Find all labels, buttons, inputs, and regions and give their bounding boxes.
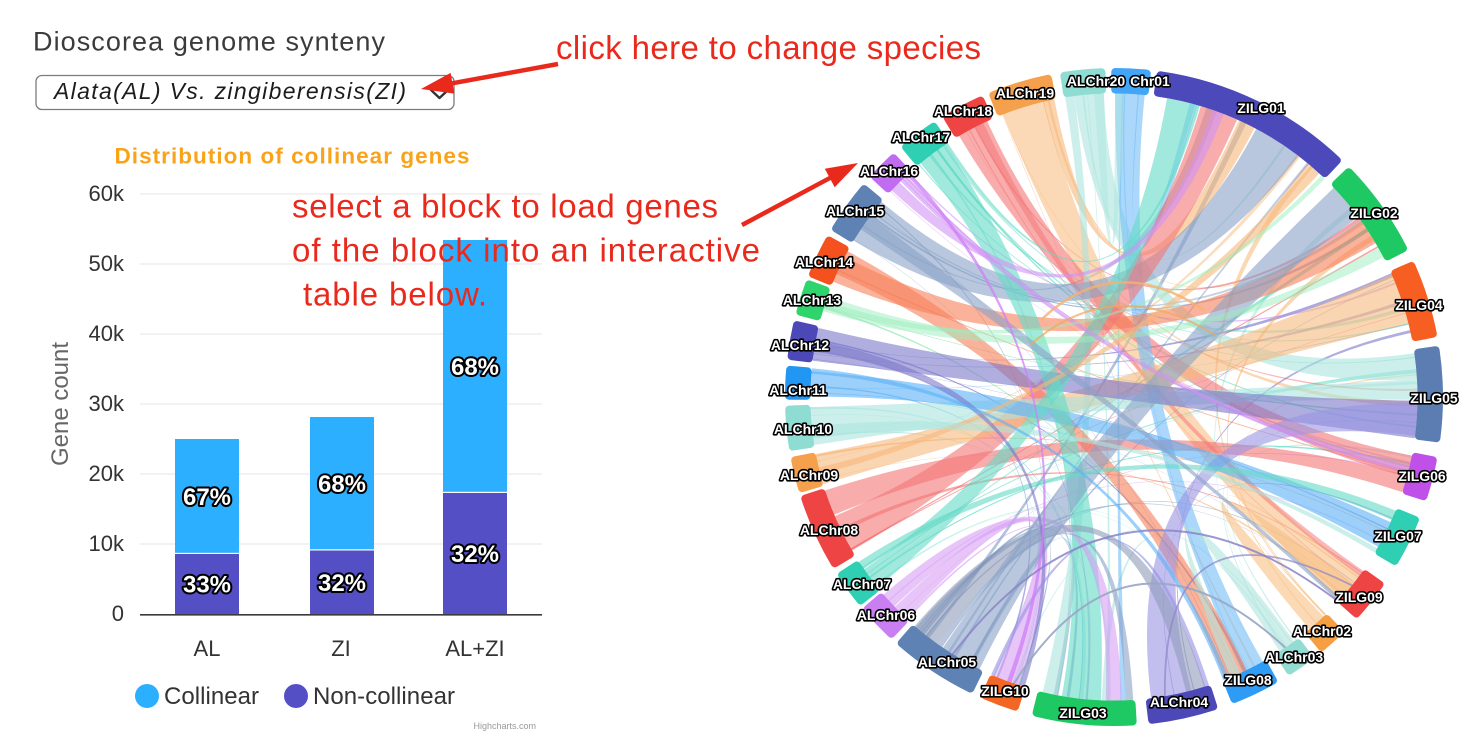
svg-text:ALChr11: ALChr11 [769, 382, 827, 398]
svg-text:33%: 33% [183, 572, 231, 599]
svg-text:50k: 50k [89, 251, 125, 276]
svg-text:Alata(AL) Vs. zingiberensis(ZI: Alata(AL) Vs. zingiberensis(ZI) [52, 78, 406, 104]
svg-text:ZILG08: ZILG08 [1224, 672, 1272, 688]
svg-text:ALChr10: ALChr10 [774, 421, 833, 437]
svg-text:ALChr08: ALChr08 [800, 522, 859, 538]
svg-text:68%: 68% [451, 354, 499, 381]
svg-text:ZILG04: ZILG04 [1395, 297, 1443, 313]
svg-text:Distribution of collinear gene: Distribution of collinear genes [115, 143, 470, 168]
svg-text:ZILG09: ZILG09 [1335, 589, 1383, 605]
svg-text:AL: AL [194, 636, 221, 661]
svg-text:ALChr16: ALChr16 [860, 163, 919, 179]
svg-text:ZILG05: ZILG05 [1410, 390, 1458, 406]
svg-text:Chr01: Chr01 [1130, 73, 1170, 89]
svg-text:68%: 68% [318, 471, 366, 498]
svg-text:select a block to load genes: select a block to load genes [292, 188, 718, 225]
svg-text:ALChr09: ALChr09 [780, 467, 839, 483]
svg-text:table below.: table below. [303, 276, 487, 313]
svg-text:Non-collinear: Non-collinear [313, 683, 455, 710]
svg-text:30k: 30k [89, 391, 125, 416]
svg-text:ALChr07: ALChr07 [833, 576, 892, 592]
svg-text:ALChr12: ALChr12 [771, 337, 830, 353]
svg-text:10k: 10k [89, 531, 125, 556]
svg-text:ALChr05: ALChr05 [918, 654, 977, 670]
svg-text:ZILG07: ZILG07 [1374, 528, 1422, 544]
svg-text:32%: 32% [451, 541, 499, 568]
svg-text:20k: 20k [89, 461, 125, 486]
svg-text:click here to change species: click here to change species [556, 29, 981, 66]
svg-text:Collinear: Collinear [164, 683, 259, 710]
svg-text:ALChr19: ALChr19 [996, 85, 1055, 101]
svg-text:ALChr18: ALChr18 [934, 103, 993, 119]
svg-text:ZILG10: ZILG10 [981, 683, 1029, 699]
svg-text:ALChr14: ALChr14 [795, 254, 854, 270]
svg-text:40k: 40k [89, 321, 125, 346]
svg-text:ALChr17: ALChr17 [892, 129, 951, 145]
svg-text:of the block into an interacti: of the block into an interactive [292, 232, 760, 269]
svg-text:ALChr06: ALChr06 [857, 607, 916, 623]
svg-text:Gene count: Gene count [47, 342, 74, 466]
svg-text:ALChr13: ALChr13 [783, 292, 842, 308]
svg-text:AL+ZI: AL+ZI [445, 636, 504, 661]
svg-text:0: 0 [112, 601, 124, 626]
svg-text:67%: 67% [183, 484, 231, 511]
svg-text:ALChr04: ALChr04 [1150, 694, 1209, 710]
svg-text:ALChr15: ALChr15 [826, 203, 885, 219]
svg-text:ZILG06: ZILG06 [1398, 468, 1446, 484]
svg-text:ALChr02: ALChr02 [1293, 623, 1352, 639]
svg-text:Highcharts.com: Highcharts.com [473, 721, 536, 731]
svg-text:ZILG02: ZILG02 [1350, 205, 1398, 221]
svg-text:ZILG01: ZILG01 [1237, 100, 1285, 116]
svg-text:60k: 60k [89, 181, 125, 206]
svg-text:ZILG03: ZILG03 [1059, 705, 1107, 721]
svg-text:ALChr20: ALChr20 [1067, 73, 1126, 89]
svg-text:ZI: ZI [331, 636, 351, 661]
svg-text:ALChr03: ALChr03 [1265, 649, 1324, 665]
svg-text:32%: 32% [318, 570, 366, 597]
svg-text:Dioscorea genome synteny: Dioscorea genome synteny [33, 26, 386, 56]
